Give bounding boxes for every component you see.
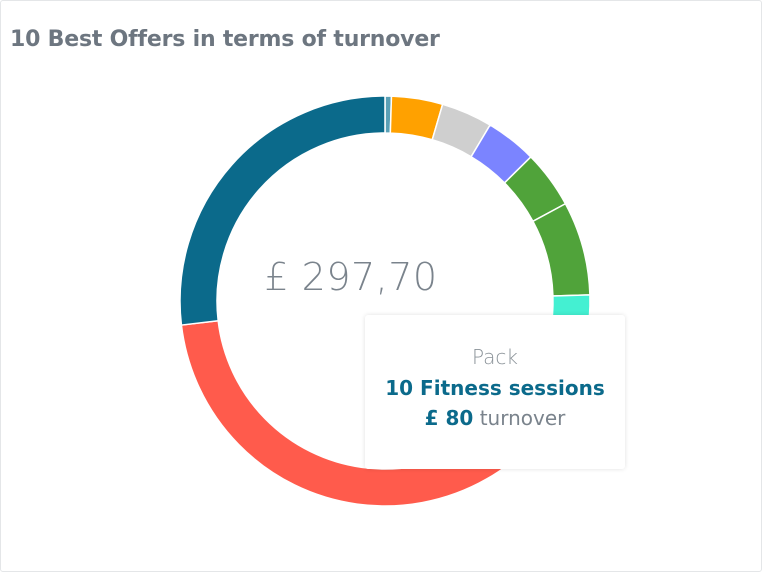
card-title: 10 Best Offers in terms of turnover xyxy=(10,27,440,52)
tooltip-value-row: £ 80 turnover xyxy=(365,406,625,430)
center-total-value: £ 297,70 xyxy=(264,255,438,299)
tooltip-suffix: turnover xyxy=(479,406,566,430)
chart-tooltip: Pack 10 Fitness sessions £ 80 turnover xyxy=(365,315,625,469)
donut-slice-5[interactable] xyxy=(531,202,591,297)
tooltip-category: Pack xyxy=(472,345,518,369)
tooltip-offer-name: 10 Fitness sessions xyxy=(385,376,605,400)
donut-slice-7[interactable] xyxy=(179,95,386,326)
tooltip-value: £ 80 xyxy=(424,406,474,430)
